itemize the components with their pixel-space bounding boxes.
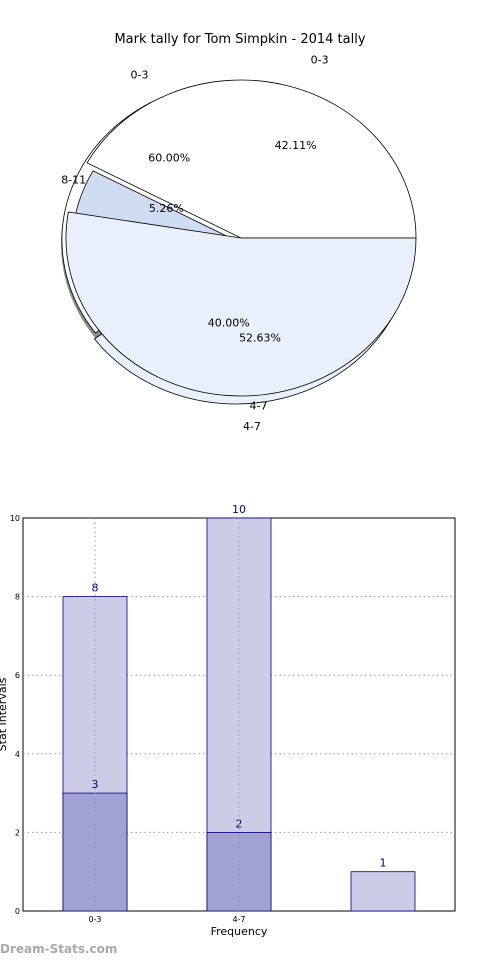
y-tick-label-5: 10 [10, 514, 20, 523]
bar-value-label-series0-2: 1 [380, 857, 387, 870]
y-tick-label-2: 4 [15, 750, 20, 759]
pie-percent-2-2: 52.63% [239, 332, 281, 345]
x-tick-label-1: 4-7 [232, 915, 245, 924]
bar-value-label-series1-1: 2 [236, 817, 243, 830]
x-tick-label-0: 0-3 [88, 915, 101, 924]
y-tick-label-3: 6 [15, 671, 20, 680]
pie-percent-1-1: 40.00% [208, 317, 250, 330]
pie-label-2-2: 4-7 [243, 420, 261, 433]
pie-percent-2-0: 42.11% [275, 139, 317, 152]
pie-percent-1-0: 60.00% [148, 151, 190, 164]
y-tick-label-1: 2 [15, 828, 20, 837]
x-axis-label: Frequency [211, 925, 268, 938]
pie-title: Mark tally for Tom Simpkin - 2014 tally [114, 32, 365, 47]
bar-value-label-series0-1: 10 [232, 503, 246, 516]
bar-series0-2 [350, 871, 416, 912]
bar-series1-1 [206, 832, 272, 912]
watermark: Dream-Stats.com [0, 942, 118, 956]
pie-label-1-0: 0-3 [131, 69, 149, 82]
pie-slice-ring2-0 [86, 79, 417, 239]
pie-label-2-0: 0-3 [311, 53, 329, 66]
pie-percent-2-1: 5.26% [149, 202, 184, 215]
bar-value-label-series0-0: 8 [92, 582, 99, 595]
y-tick-label-4: 8 [15, 593, 20, 602]
y-axis-label: Stat Intervals [0, 677, 9, 751]
pie-label-2-1: 8-11 [61, 173, 86, 186]
y-tick-label-0: 0 [15, 907, 20, 916]
pie-label-1-1: 4-7 [250, 399, 268, 412]
pie-slice-ring2-2 [65, 211, 417, 397]
